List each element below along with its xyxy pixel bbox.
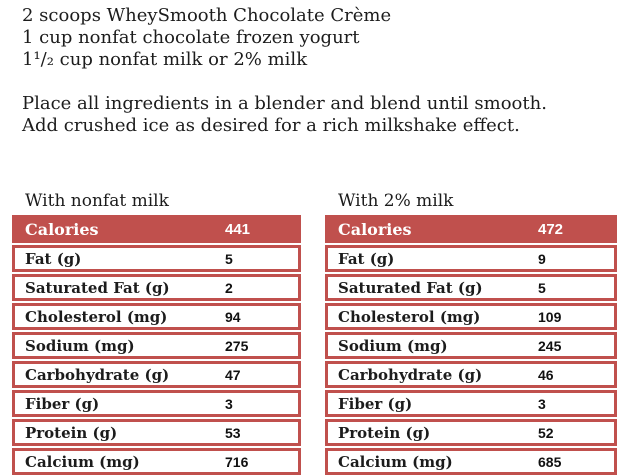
nutrient-label: Calcium (mg)	[25, 452, 140, 471]
table-row: Calcium (mg) 685	[325, 448, 617, 475]
table-row: Protein (g) 52	[325, 419, 617, 446]
nutrient-value: 47	[225, 366, 241, 383]
nutrient-label: Cholesterol (mg)	[338, 307, 481, 326]
nutrition-table: Calories 472 Fat (g) 9 Saturated Fat (g)…	[325, 215, 617, 475]
instruction-line: Place all ingredients in a blender and b…	[22, 93, 547, 114]
table-row: Protein (g) 53	[12, 419, 301, 446]
ingredient-line: 1¹/₂ cup nonfat milk or 2% milk	[22, 49, 308, 70]
nutrient-value: 46	[538, 366, 554, 383]
nutrient-label: Calories	[25, 219, 99, 239]
nutrient-label: Carbohydrate (g)	[338, 365, 483, 384]
table-row: Carbohydrate (g) 47	[12, 361, 301, 388]
nutrient-label: Fat (g)	[338, 249, 395, 268]
table-title: With 2% milk	[338, 191, 454, 211]
nutrient-label: Sodium (mg)	[338, 336, 448, 355]
nutrient-label: Sodium (mg)	[25, 336, 135, 355]
nutrient-value: 94	[225, 308, 241, 325]
nutrient-value: 5	[225, 250, 233, 267]
nutrient-value: 441	[225, 220, 251, 238]
ingredients-list: 2 scoops WheySmooth Chocolate Crème 1 cu…	[22, 5, 391, 71]
nutrient-label: Calories	[338, 219, 412, 239]
nutrient-value: 245	[538, 337, 562, 354]
nutrition-table-2pct-milk: With 2% milk Calories 472 Fat (g) 9 Satu…	[325, 190, 617, 475]
nutrition-table: Calories 441 Fat (g) 5 Saturated Fat (g)…	[12, 215, 301, 475]
nutrient-label: Saturated Fat (g)	[338, 278, 483, 297]
nutrient-label: Saturated Fat (g)	[25, 278, 170, 297]
table-row: Sodium (mg) 245	[325, 332, 617, 359]
table-row: Cholesterol (mg) 109	[325, 303, 617, 330]
nutrient-label: Fiber (g)	[25, 394, 100, 413]
ingredient-line: 2 scoops WheySmooth Chocolate Crème	[22, 5, 392, 26]
instruction-line: Add crushed ice as desired for a rich mi…	[22, 115, 520, 136]
table-row: Saturated Fat (g) 2	[12, 274, 301, 301]
ingredient-line: 1 cup nonfat chocolate frozen yogurt	[22, 27, 360, 48]
table-row: Cholesterol (mg) 94	[12, 303, 301, 330]
nutrient-label: Carbohydrate (g)	[25, 365, 170, 384]
table-row: Sodium (mg) 275	[12, 332, 301, 359]
nutrient-label: Protein (g)	[338, 423, 431, 442]
table-row: Saturated Fat (g) 5	[325, 274, 617, 301]
nutrient-value: 472	[538, 220, 564, 238]
nutrient-value: 716	[225, 453, 249, 470]
nutrient-value: 5	[538, 279, 546, 296]
nutrient-label: Protein (g)	[25, 423, 118, 442]
instructions-text: Place all ingredients in a blender and b…	[22, 93, 547, 137]
table-row: Fat (g) 9	[325, 245, 617, 272]
nutrient-label: Fiber (g)	[338, 394, 413, 413]
nutrient-label: Calcium (mg)	[338, 452, 453, 471]
nutrient-value: 9	[538, 250, 546, 267]
nutrient-value: 109	[538, 308, 562, 325]
nutrient-value: 275	[225, 337, 249, 354]
nutrient-value: 52	[538, 424, 554, 441]
nutrient-value: 3	[225, 395, 233, 412]
table-row: Fiber (g) 3	[325, 390, 617, 417]
nutrient-value: 685	[538, 453, 562, 470]
table-header-row: Calories 441	[12, 215, 301, 243]
table-row: Calcium (mg) 716	[12, 448, 301, 475]
table-title: With nonfat milk	[25, 191, 169, 211]
nutrient-value: 2	[225, 279, 233, 296]
nutrient-label: Fat (g)	[25, 249, 82, 268]
nutrient-value: 53	[225, 424, 241, 441]
nutrient-label: Cholesterol (mg)	[25, 307, 168, 326]
table-row: Fiber (g) 3	[12, 390, 301, 417]
table-row: Fat (g) 5	[12, 245, 301, 272]
table-row: Carbohydrate (g) 46	[325, 361, 617, 388]
table-header-row: Calories 472	[325, 215, 617, 243]
nutrient-value: 3	[538, 395, 546, 412]
nutrition-table-nonfat-milk: With nonfat milk Calories 441 Fat (g) 5 …	[12, 190, 301, 475]
